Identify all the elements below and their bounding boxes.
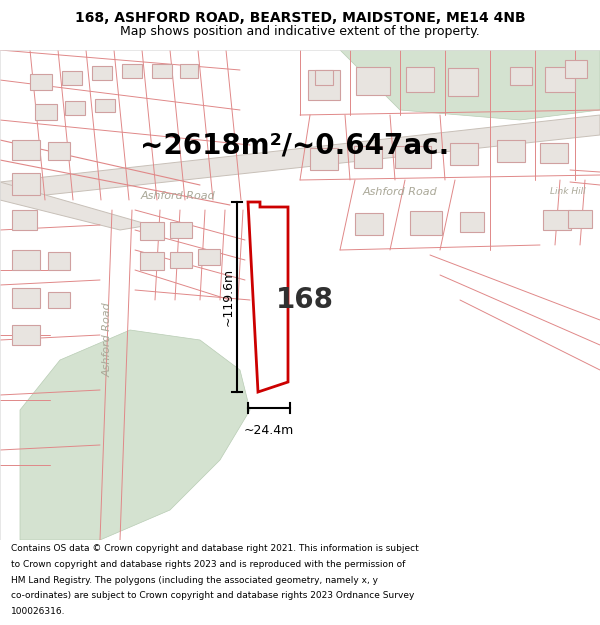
Polygon shape — [340, 50, 600, 120]
Bar — [140, 222, 164, 240]
Bar — [308, 70, 340, 100]
Text: co-ordinates) are subject to Crown copyright and database rights 2023 Ordnance S: co-ordinates) are subject to Crown copyr… — [11, 591, 414, 601]
Text: Ashford Road: Ashford Road — [103, 302, 113, 378]
Text: Ashford Road: Ashford Road — [362, 187, 437, 197]
Bar — [48, 252, 70, 270]
Bar — [170, 252, 192, 268]
Bar — [12, 210, 37, 230]
Bar — [12, 325, 40, 345]
Bar — [450, 143, 478, 165]
Polygon shape — [0, 115, 600, 200]
Text: Contains OS data © Crown copyright and database right 2021. This information is : Contains OS data © Crown copyright and d… — [11, 544, 419, 553]
Bar — [35, 104, 57, 120]
Text: Ashford Road: Ashford Road — [140, 191, 215, 201]
Polygon shape — [20, 330, 250, 540]
Text: Map shows position and indicative extent of the property.: Map shows position and indicative extent… — [120, 24, 480, 38]
Bar — [12, 250, 40, 270]
Bar — [510, 67, 532, 85]
Text: 168: 168 — [276, 286, 334, 314]
Text: Link Hill: Link Hill — [550, 188, 586, 196]
Text: ~2618m²/~0.647ac.: ~2618m²/~0.647ac. — [140, 131, 449, 159]
Bar — [460, 212, 484, 232]
Bar — [565, 60, 587, 78]
Bar — [198, 249, 220, 265]
Bar — [65, 101, 85, 115]
Bar — [355, 213, 383, 235]
Bar — [310, 148, 338, 170]
Text: HM Land Registry. The polygons (including the associated geometry, namely x, y: HM Land Registry. The polygons (includin… — [11, 576, 378, 585]
Bar — [545, 67, 575, 92]
Bar — [356, 67, 390, 95]
Text: ~119.6m: ~119.6m — [221, 268, 235, 326]
Bar — [12, 288, 40, 308]
Bar — [410, 211, 442, 235]
Bar — [152, 64, 172, 78]
Bar — [12, 173, 40, 195]
Bar — [540, 143, 568, 163]
Bar — [48, 292, 70, 308]
Bar — [170, 222, 192, 238]
Bar — [92, 66, 112, 80]
Text: ~24.4m: ~24.4m — [244, 424, 294, 437]
Text: 168, ASHFORD ROAD, BEARSTED, MAIDSTONE, ME14 4NB: 168, ASHFORD ROAD, BEARSTED, MAIDSTONE, … — [74, 11, 526, 25]
Bar — [62, 71, 82, 85]
Bar — [406, 67, 434, 92]
Text: 100026316.: 100026316. — [11, 607, 65, 616]
Bar — [354, 146, 382, 168]
Bar — [448, 68, 478, 96]
Bar — [568, 210, 592, 228]
Polygon shape — [248, 202, 288, 392]
Bar — [48, 142, 70, 160]
Text: to Crown copyright and database rights 2023 and is reproduced with the permissio: to Crown copyright and database rights 2… — [11, 560, 405, 569]
Bar — [12, 140, 40, 160]
Bar — [497, 140, 525, 162]
Bar — [180, 64, 198, 78]
Bar — [95, 99, 115, 112]
Bar — [395, 146, 431, 168]
Bar — [543, 210, 571, 230]
Bar — [315, 70, 333, 85]
Polygon shape — [0, 182, 150, 230]
Bar — [122, 64, 142, 78]
Bar — [30, 74, 52, 90]
Bar — [140, 252, 164, 270]
